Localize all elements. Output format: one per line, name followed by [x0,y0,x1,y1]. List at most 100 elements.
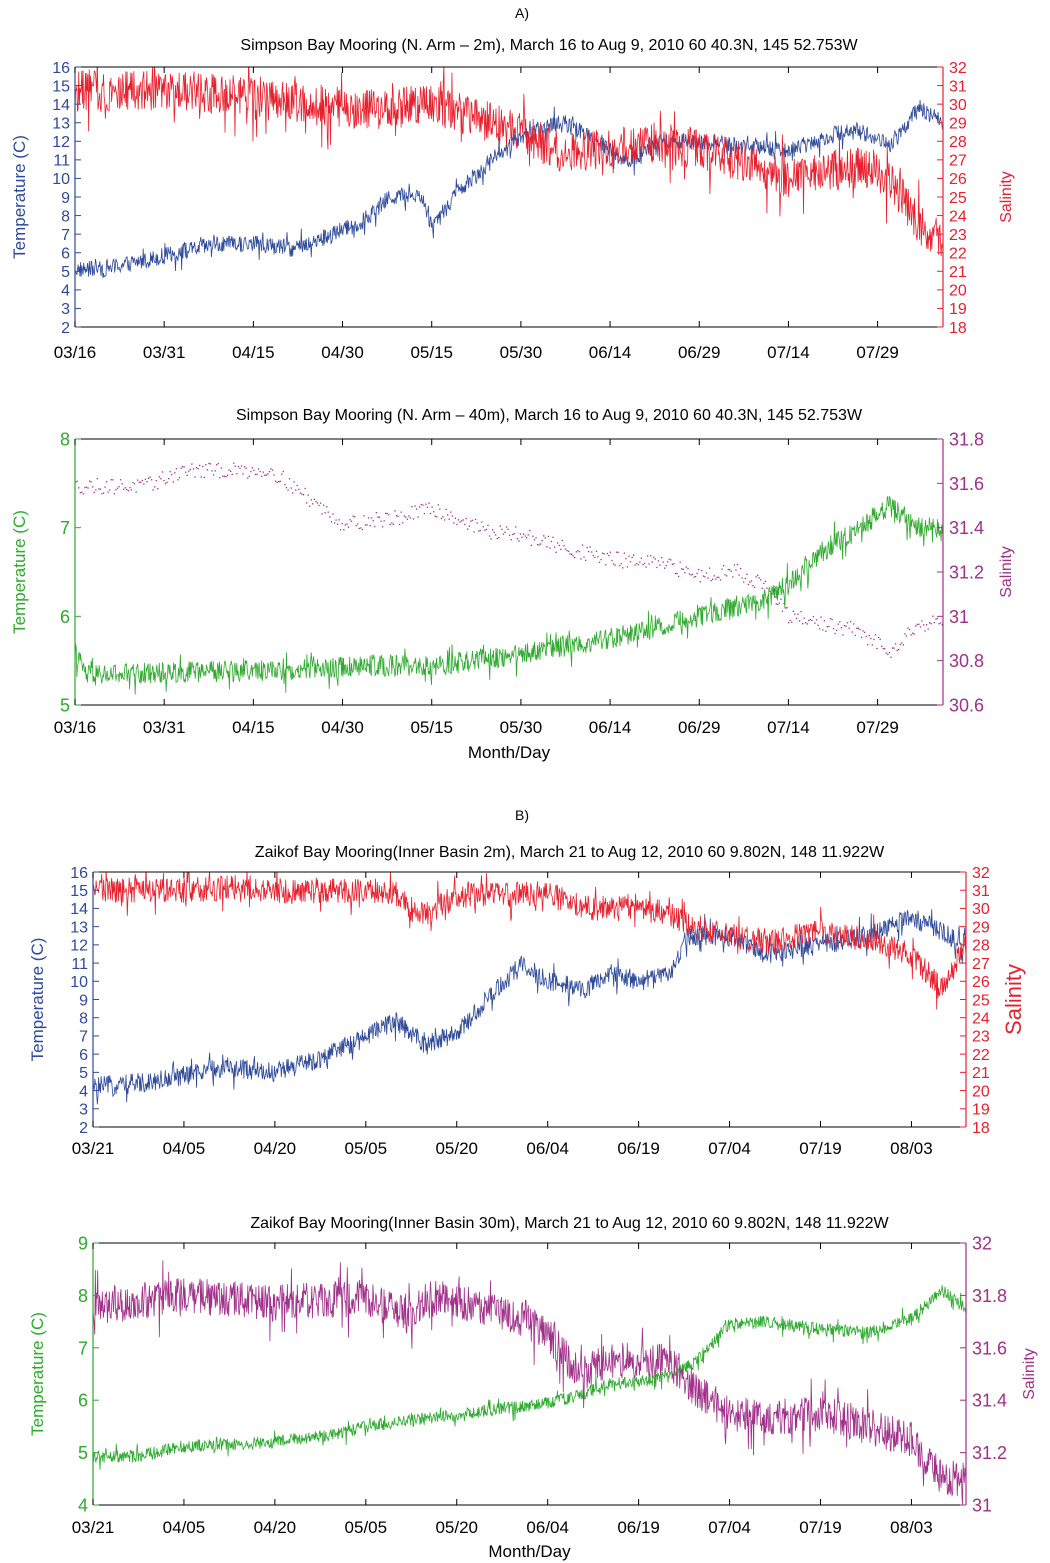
data-point [377,516,379,518]
data-point [402,522,404,524]
y-tick-label: 7 [60,518,70,538]
data-point [397,515,399,517]
data-point [780,598,782,600]
data-point [851,631,853,633]
x-tick-label: 06/29 [678,718,721,737]
data-point [141,479,143,482]
data-point [425,503,427,505]
data-point [473,531,475,533]
data-point [264,474,266,476]
data-point [856,627,858,629]
series-magenta-points [75,462,943,658]
x-tick-label: 04/30 [321,718,364,737]
data-point [822,629,824,631]
data-point [516,538,519,540]
x-tick-label: 06/14 [589,343,632,362]
x-tick-label: 03/31 [143,343,186,362]
y2-tick-label: 30.6 [949,695,984,715]
x-tick-label: 07/19 [799,1139,842,1158]
data-point [392,523,394,525]
data-point [462,519,464,521]
data-point [226,474,229,476]
data-point [862,630,864,632]
data-point [106,481,108,483]
data-point [186,474,188,476]
data-point [499,525,501,527]
data-point [789,619,791,622]
data-point [85,486,88,488]
data-point [853,623,855,625]
data-point [133,483,136,485]
data-point [301,493,303,495]
data-point [208,462,210,465]
plot-area [93,1260,966,1505]
data-point [476,522,478,524]
x-tick-label: 04/05 [163,1139,206,1158]
data-point [794,613,796,615]
x-tick-label: 04/20 [254,1518,297,1537]
data-point [704,576,706,578]
data-point [766,587,768,589]
y-axis-label: Temperature (C) [28,1312,47,1436]
data-point [797,613,799,615]
y-tick-label: 8 [61,208,70,225]
data-point [800,611,802,613]
data-point [893,647,895,649]
data-point [209,463,212,465]
data-point [411,506,413,508]
data-point [267,473,269,475]
y-tick-label: 6 [78,1391,88,1411]
data-point [705,572,708,574]
data-point [468,525,470,527]
data-point [826,626,828,628]
data-point [535,537,537,539]
data-point [681,568,683,570]
data-point [640,557,642,559]
data-point [904,633,906,635]
data-point [99,488,102,490]
data-point [174,472,176,474]
data-point [533,539,536,541]
chart-panel-4: 4 5 6 7 8 9 31 31.2 31.4 31.6 31.8 32 03/21 04/05 04/2… [28,1215,1038,1561]
data-point [195,467,198,469]
data-point [583,556,585,558]
data-point [882,648,884,650]
data-point [629,561,632,563]
data-point [832,628,835,630]
data-point [194,476,196,478]
data-point [738,574,740,576]
data-point [670,559,672,561]
data-point [132,481,134,484]
data-point [394,510,396,512]
data-point [541,540,543,542]
data-point [540,543,542,545]
data-point [702,575,705,577]
x-tick-label: 07/04 [708,1139,751,1158]
data-point [660,557,663,559]
data-point [612,563,615,565]
y2-tick-label: 19 [972,1102,990,1119]
data-point [118,486,120,488]
data-point [930,623,932,625]
data-point [648,563,650,565]
data-point [543,535,545,537]
data-point [558,544,560,547]
data-point [305,502,308,504]
data-point [405,516,407,518]
data-point [259,470,261,473]
data-point [544,537,546,539]
series-blue-line [93,909,966,1105]
y-tick-label: 4 [78,1495,88,1515]
x-tick-label: 07/14 [767,343,810,362]
data-point [760,579,762,581]
data-point [84,486,86,489]
data-point [735,569,737,571]
y2-tick-label: 30 [949,97,967,114]
data-point [422,504,424,506]
data-point [240,465,243,467]
data-point [575,551,577,553]
data-point [276,481,278,483]
data-point [92,486,94,488]
data-point [335,519,337,521]
data-point [295,489,297,491]
